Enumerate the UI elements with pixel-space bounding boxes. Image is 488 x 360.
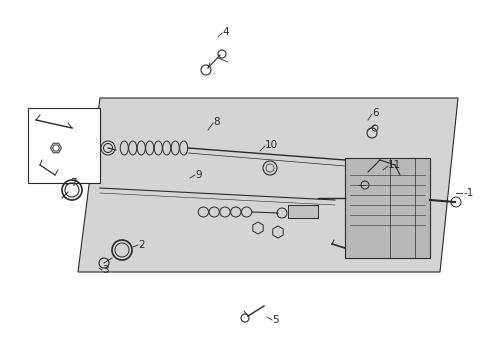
Bar <box>287 205 317 218</box>
Text: 7: 7 <box>70 178 77 188</box>
Text: 9: 9 <box>195 170 201 180</box>
Bar <box>28 108 100 183</box>
Text: 5: 5 <box>271 315 278 325</box>
Text: 8: 8 <box>213 117 219 127</box>
Text: 2: 2 <box>138 240 144 250</box>
Text: 11: 11 <box>387 160 401 170</box>
Text: 10: 10 <box>264 140 278 150</box>
Text: -1: -1 <box>462 188 472 198</box>
Polygon shape <box>78 98 457 272</box>
Text: 3: 3 <box>102 265 108 275</box>
Text: 6: 6 <box>371 108 378 118</box>
Bar <box>345 158 429 258</box>
Text: 4: 4 <box>222 27 228 37</box>
